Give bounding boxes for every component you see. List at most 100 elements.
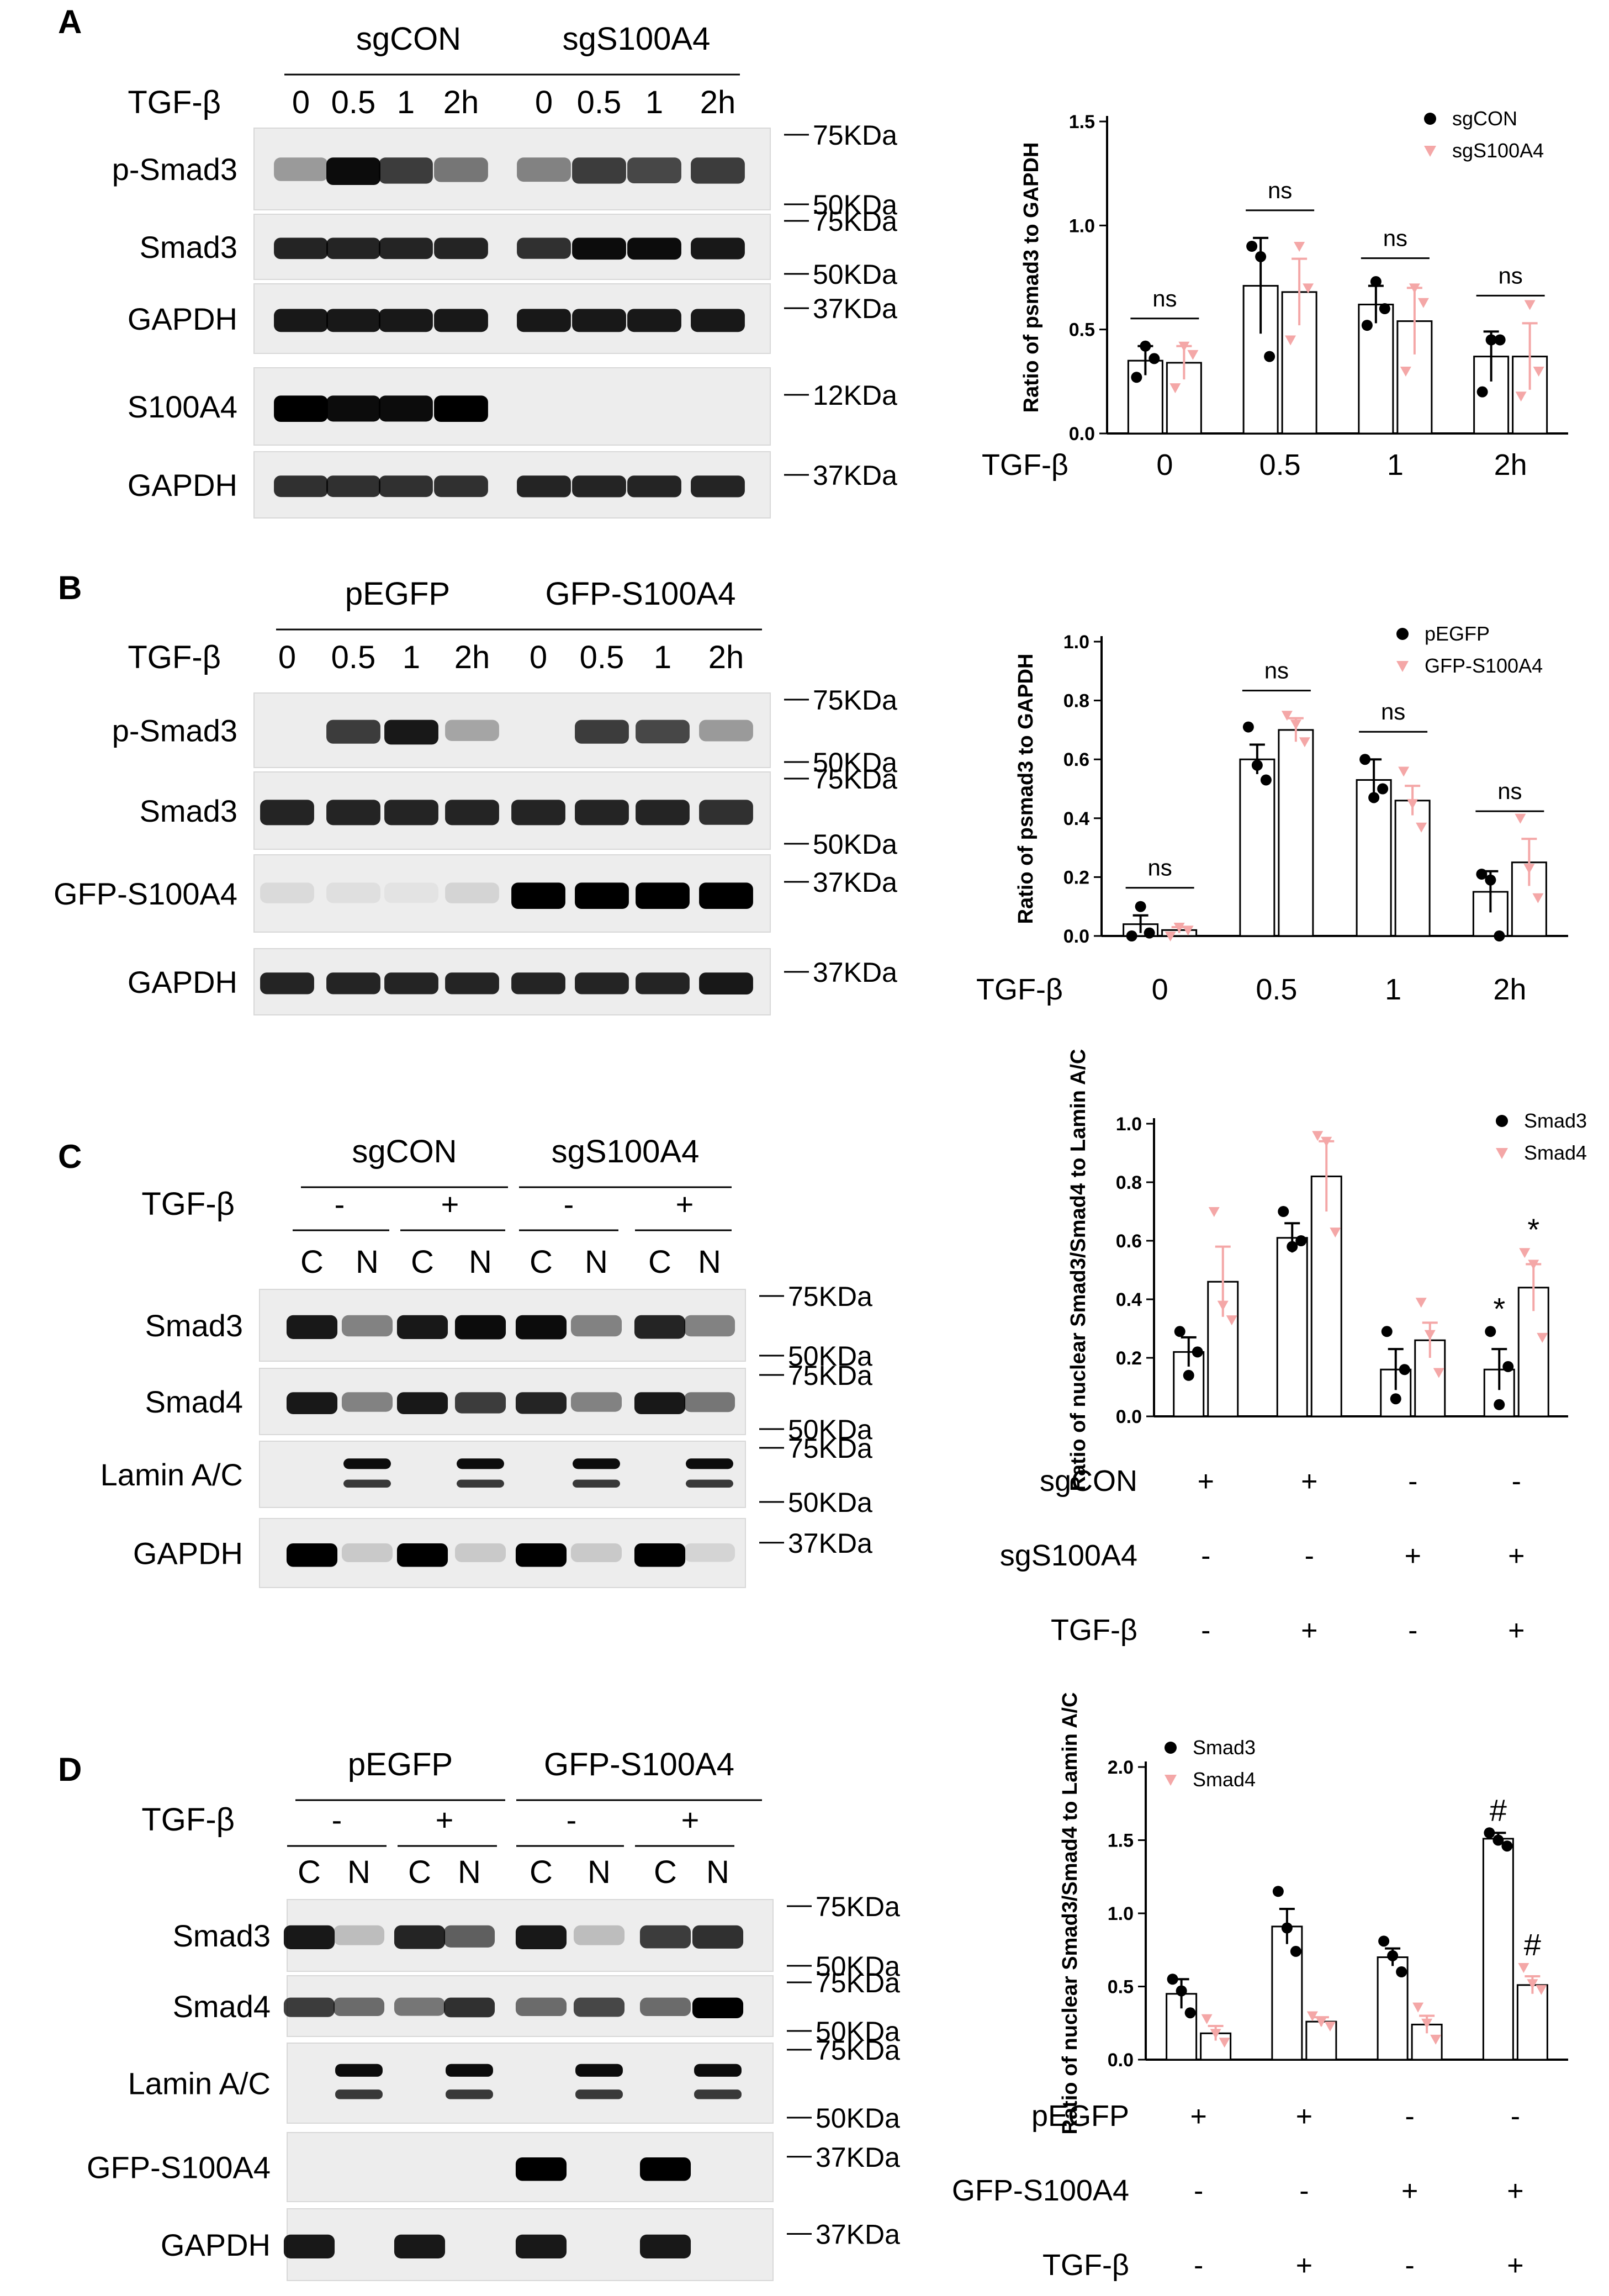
- data-point: [1399, 1364, 1410, 1376]
- treatment-mark: +: [681, 1802, 700, 1837]
- y-tick-label: 0.4: [1116, 1289, 1142, 1310]
- data-point: [1165, 932, 1176, 941]
- lane-label: C: [530, 1244, 553, 1280]
- blot-row: GAPDH 37KDa: [133, 1518, 872, 1588]
- data-point: [1524, 300, 1536, 310]
- blot-band: [335, 2089, 383, 2099]
- marker-label: 75KDa: [816, 1967, 900, 1998]
- blot-row-label: GFP-S100A4: [54, 876, 237, 911]
- data-point: [1424, 1330, 1436, 1340]
- blot-band: [575, 720, 629, 744]
- data-point: [1144, 927, 1155, 939]
- data-point: [1390, 1393, 1401, 1405]
- legend-marker: [1396, 628, 1409, 640]
- blot-row: GAPDH 37KDa: [161, 2208, 900, 2281]
- blot-row: Smad3 75KDa 50KDa: [140, 206, 898, 290]
- marker-label: 50KDa: [816, 2103, 900, 2134]
- blot-band: [511, 800, 565, 826]
- sig-annotation: *: [1493, 1291, 1505, 1326]
- data-point: [1430, 2034, 1442, 2045]
- blot-band: [326, 882, 380, 903]
- blot-band: [434, 395, 488, 422]
- data-point: [1321, 1136, 1332, 1147]
- blot-band: [384, 800, 438, 826]
- data-point: [1187, 350, 1199, 360]
- lane-label: C: [530, 1854, 553, 1890]
- marker-label: 37KDa: [816, 2142, 900, 2173]
- sig-annotation: #: [1490, 1792, 1507, 1827]
- data-point: [1192, 1346, 1203, 1358]
- blot-band: [699, 882, 753, 909]
- treatment-label: TGF-β: [128, 84, 221, 120]
- lane-label: N: [469, 1244, 492, 1280]
- blot-band: [572, 309, 626, 332]
- legend-label: sgS100A4: [1452, 139, 1544, 162]
- data-point: [1484, 1827, 1495, 1839]
- lane-label: C: [408, 1854, 431, 1890]
- y-tick-label: 1.5: [1108, 1831, 1134, 1851]
- condition-mark: -: [1299, 2175, 1309, 2207]
- marker-label: 37KDa: [813, 293, 897, 324]
- blot-row: Lamin A/C 75KDa 50KDa: [100, 1433, 872, 1518]
- blot-band: [639, 2234, 691, 2258]
- marker-label: 12KDa: [813, 380, 897, 411]
- y-tick-label: 1.0: [1069, 215, 1095, 236]
- blot-band: [636, 800, 690, 826]
- data-point: [1312, 1131, 1324, 1141]
- y-tick-label: 0.6: [1116, 1231, 1142, 1252]
- blot-band: [684, 1315, 735, 1337]
- blot-band: [445, 720, 499, 741]
- y-axis-label: Ratio of psmad3 to GAPDH: [1014, 654, 1038, 924]
- marker-label: 75KDa: [813, 206, 897, 237]
- blot-band: [515, 1997, 567, 2017]
- blot-row-label: p-Smad3: [112, 713, 237, 748]
- blot-band: [639, 1997, 691, 2017]
- treatment-label: TGF-β: [141, 1186, 235, 1222]
- data-point: [1533, 367, 1544, 377]
- blot-row-label: GFP-S100A4: [87, 2150, 271, 2185]
- blot-row-label: GAPDH: [128, 301, 237, 336]
- blot-band: [443, 1925, 495, 1948]
- condition-label: TGF-β: [1042, 2249, 1129, 2282]
- y-tick-label: 0.0: [1108, 2050, 1134, 2071]
- data-point: [1398, 766, 1410, 777]
- bar: [1516, 1984, 1548, 2061]
- data-point: [1476, 869, 1488, 880]
- data-point: [1167, 1974, 1178, 1985]
- marker-label: 50KDa: [813, 829, 897, 860]
- x-tick-label: 0.5: [1259, 448, 1301, 482]
- blot-band: [575, 2089, 623, 2099]
- lane-label: N: [585, 1244, 608, 1280]
- y-axis-label: Ratio of nuclear Smad3/Smad4 to Lamin A/…: [1058, 1692, 1082, 2135]
- blot-row-label: Smad3: [173, 1918, 271, 1953]
- blot-band: [515, 1543, 567, 1567]
- blot-band: [326, 395, 380, 422]
- blot-band: [454, 1392, 506, 1414]
- data-point: [1417, 298, 1429, 308]
- blot-band: [260, 972, 314, 994]
- blot-band: [515, 2234, 567, 2258]
- blot-band: [573, 1925, 625, 1945]
- y-tick-label: 0.4: [1063, 808, 1089, 829]
- blot-row: Smad3 75KDa 50KDa: [140, 764, 898, 860]
- x-tick-label: 0.5: [1256, 973, 1297, 1006]
- data-point: [1140, 340, 1151, 352]
- blot-band: [572, 157, 626, 184]
- blot-row-label: GAPDH: [128, 965, 237, 999]
- lane-label: 0: [292, 84, 310, 120]
- sig-annotation: ns: [1497, 778, 1522, 804]
- data-point: [1527, 1979, 1538, 1990]
- lane-label: 0: [278, 639, 296, 675]
- marker-label: 50KDa: [813, 189, 897, 220]
- blot-band: [634, 1543, 686, 1567]
- blot-row-label: Smad3: [145, 1308, 243, 1343]
- blot-band: [341, 1315, 393, 1337]
- blot-band: [445, 800, 499, 826]
- condition-label: pEGFP: [1031, 2099, 1129, 2133]
- legend-label: Smad4: [1193, 1768, 1256, 1791]
- bar: [1276, 1237, 1308, 1417]
- group-label: sgS100A4: [552, 1134, 700, 1170]
- data-point: [1409, 283, 1420, 294]
